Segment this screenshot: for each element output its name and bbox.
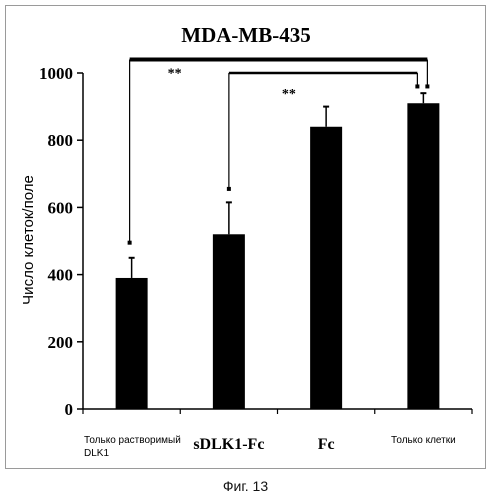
y-tick-label: 600 [48,198,74,217]
significance-label: ** [168,67,182,82]
bar-chart: MDA-MB-435 Число клеток/поле ** ** 0 200 40… [0,0,491,470]
bar [116,278,148,409]
x-category-label-line2: DLK1 [84,448,109,459]
error-bars-group [129,93,427,278]
significance-end-marker [227,187,231,191]
x-category-label: Только клетки [391,435,456,446]
bar [213,234,245,409]
bars-group [116,103,440,409]
chart-title: MDA-MB-435 [181,23,310,47]
x-category-label: sDLK1-Fc [193,436,264,453]
significance-end-marker [425,84,429,88]
y-tick-label: 800 [48,131,74,150]
x-category-label: Только растворимый [84,435,181,446]
bar [310,127,342,409]
y-tick-label: 1000 [39,64,73,83]
y-axis: 0 200 400 600 800 1000 [39,64,472,419]
y-tick-label: 200 [48,333,74,352]
x-category-label: Fc [318,436,335,453]
x-axis-labels: Только растворимый DLK1 sDLK1-Fc Fc Только к… [84,435,456,459]
significance-end-marker [128,241,132,245]
significance-end-marker [415,84,419,88]
y-axis-label: Число клеток/поле [20,175,37,305]
bar [407,103,439,409]
significance-brackets: ** ** [128,60,430,245]
figure-caption: Фиг. 13 [0,478,491,494]
y-tick-label: 400 [48,266,74,285]
significance-label: ** [282,87,296,102]
y-tick-label: 0 [65,400,74,419]
